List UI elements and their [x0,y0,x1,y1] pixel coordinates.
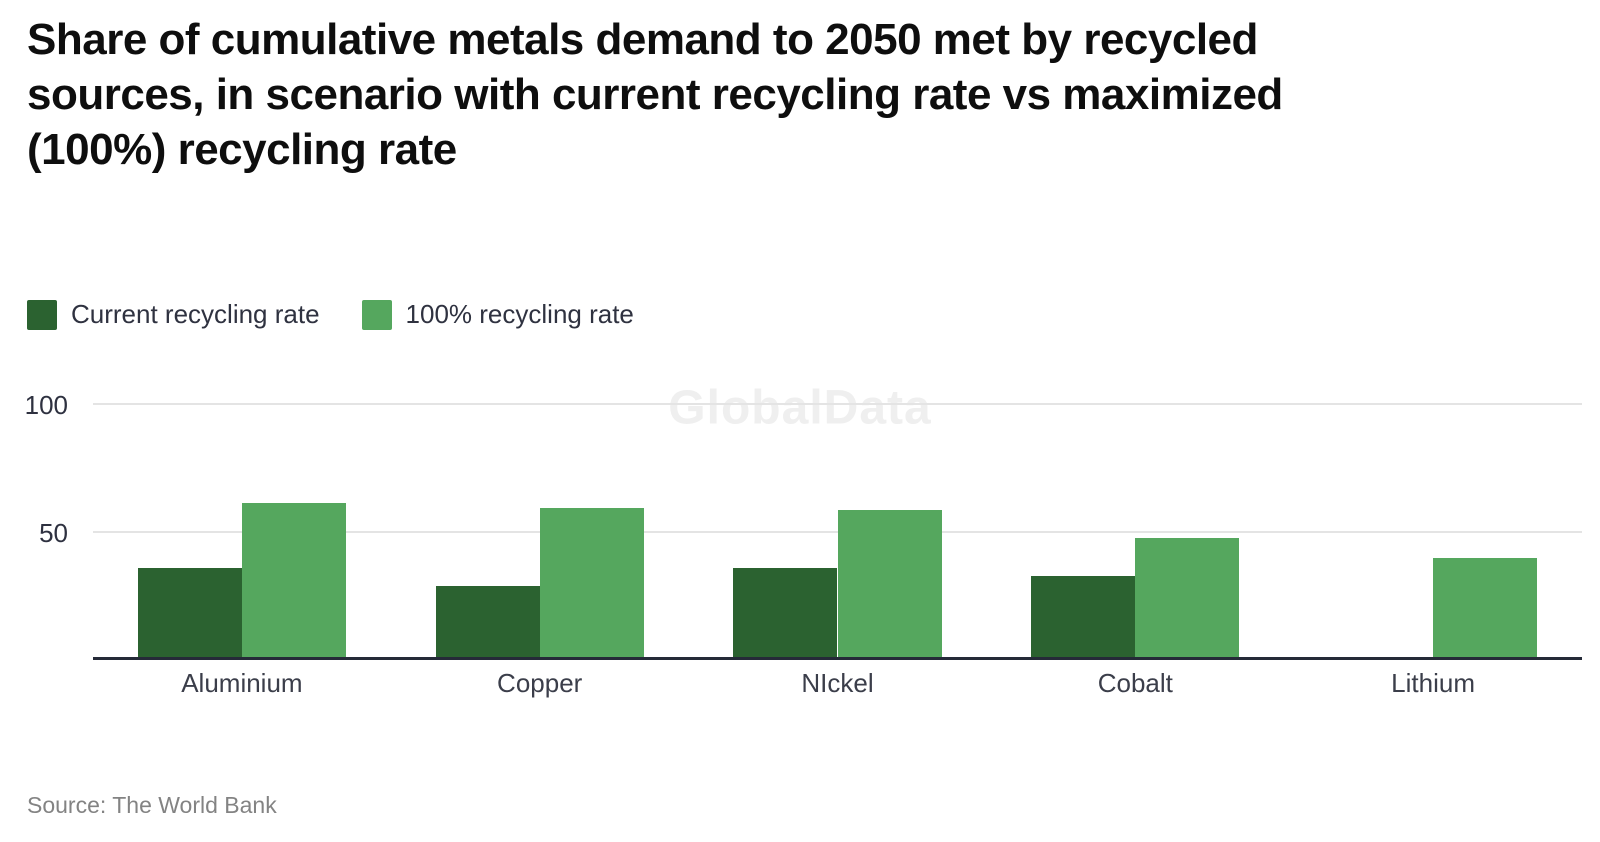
bar-nickel-max [837,510,942,657]
bar-aluminium-current [137,568,242,657]
bar-cobalt-current [1031,576,1136,657]
bar-aluminium-max [241,502,346,657]
chart-title-line-3: (100%) recycling rate [27,125,457,174]
legend-label-current: Current recycling rate [71,299,320,329]
legend-swatch-max [361,299,392,330]
legend-item-max: 100% recycling rate [361,299,634,330]
plot-area [93,403,1582,660]
y-tick-100: 100 [24,390,68,420]
chart-title-line-1: Share of cumulative metals demand to 205… [27,15,1258,64]
bar-nickel-current [733,568,838,657]
bar-lithium-max [1433,558,1538,657]
legend-swatch-current [27,299,57,330]
x-label-copper: Copper [497,668,583,698]
bar-copper-current [435,586,540,657]
chart-title: Share of cumulative metals demand to 205… [27,12,1527,177]
y-tick-50: 50 [39,518,68,548]
x-label-lithium: Lithium [1391,668,1476,698]
x-axis-labels: Aluminium Copper NIckel Cobalt Lithium [93,668,1582,702]
x-label-nickel: NIckel [801,668,874,698]
gridline-100 [93,403,1582,405]
chart-title-line-2: sources, in scenario with current recycl… [27,70,1283,119]
bar-cobalt-max [1135,538,1240,657]
legend-item-current: Current recycling rate [27,299,320,330]
legend: Current recycling rate 100% recycling ra… [27,299,676,330]
watermark: GlobalData [668,381,932,435]
legend-label-max: 100% recycling rate [405,299,634,329]
source-note: Source: The World Bank [27,792,277,818]
x-label-aluminium: Aluminium [181,668,303,698]
x-label-cobalt: Cobalt [1097,668,1173,698]
bar-copper-max [539,507,644,657]
